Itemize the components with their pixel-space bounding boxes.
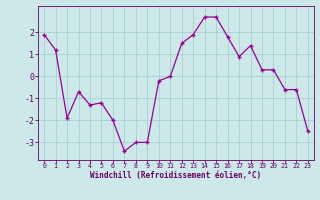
X-axis label: Windchill (Refroidissement éolien,°C): Windchill (Refroidissement éolien,°C): [91, 171, 261, 180]
